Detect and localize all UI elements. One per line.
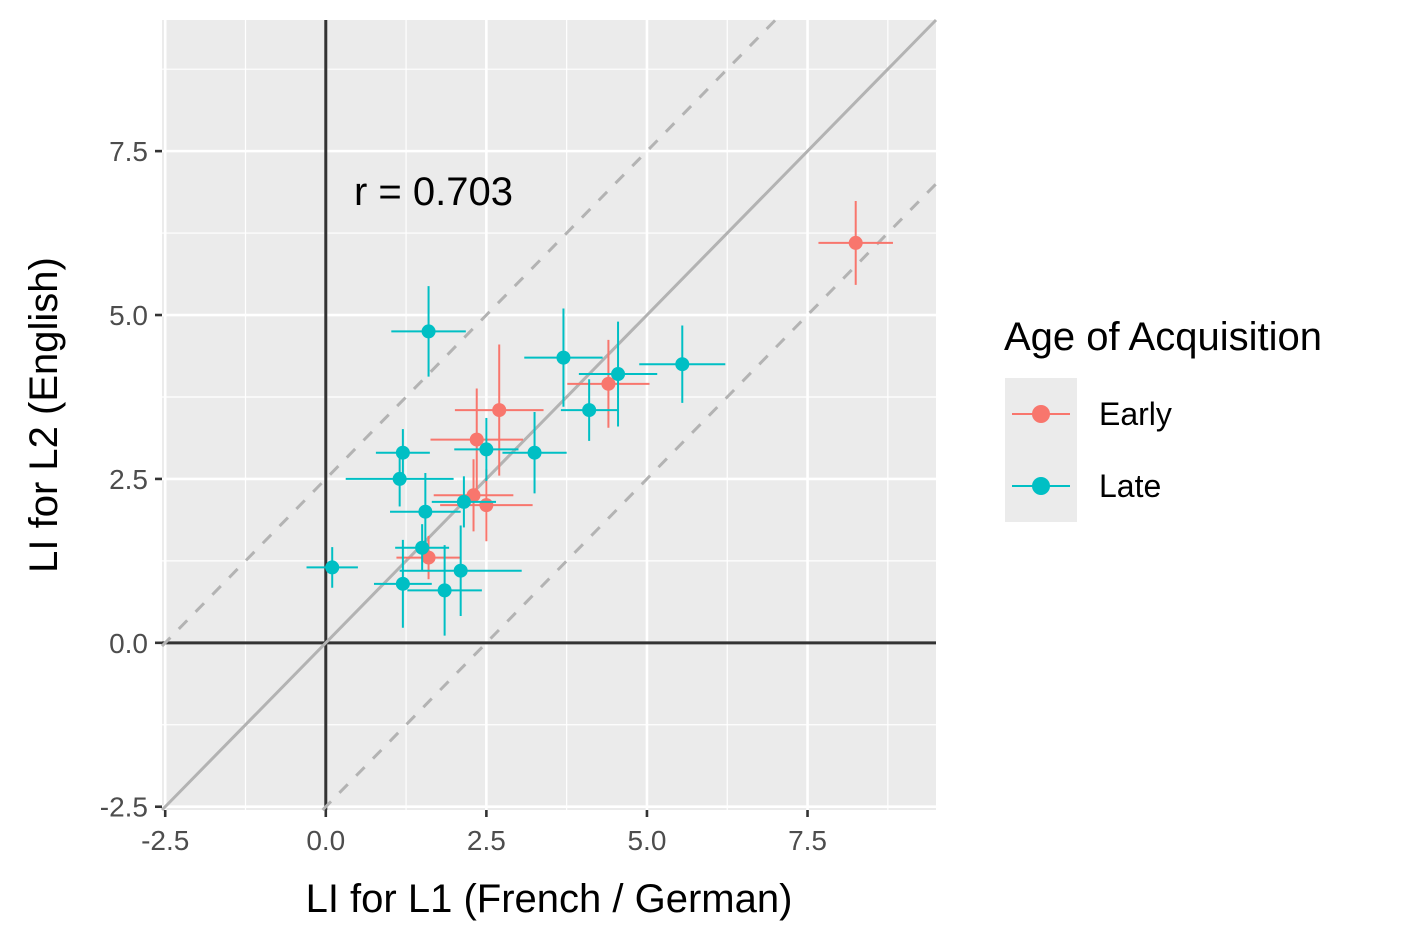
data-series xyxy=(306,200,893,636)
data-point xyxy=(492,403,507,418)
legend-key-background xyxy=(1005,378,1077,522)
identity-line xyxy=(160,18,938,812)
x-tick-label: 0.0 xyxy=(306,825,345,856)
legend-key-point xyxy=(1032,477,1050,495)
data-point xyxy=(469,432,484,447)
data-point xyxy=(415,540,430,555)
data-point xyxy=(601,376,616,391)
x-tick-label: 7.5 xyxy=(788,825,827,856)
x-tick-label: 5.0 xyxy=(627,825,666,856)
y-tick-label: -2.5 xyxy=(100,792,148,823)
data-point xyxy=(675,357,690,372)
x-tick-label: -2.5 xyxy=(141,825,189,856)
reference-lines xyxy=(160,18,938,812)
y-tick-label: 0.0 xyxy=(109,628,148,659)
y-axis-title: LI for L2 (English) xyxy=(22,257,66,573)
data-point xyxy=(395,576,410,591)
legend-title: Age of Acquisition xyxy=(1004,315,1322,359)
legend-label: Late xyxy=(1099,468,1161,504)
y-tick-label: 2.5 xyxy=(109,464,148,495)
bound-line-dashed xyxy=(160,18,777,648)
data-point xyxy=(582,403,597,418)
data-point xyxy=(611,367,626,382)
data-point xyxy=(479,498,494,513)
y-tick-label: 7.5 xyxy=(109,136,148,167)
data-point xyxy=(325,560,340,575)
legend-key-point xyxy=(1032,405,1050,423)
series-early xyxy=(396,200,893,580)
y-tick-label: 5.0 xyxy=(109,300,148,331)
legend-items: Early Late xyxy=(1012,396,1172,504)
data-point xyxy=(527,445,542,460)
legend-item-early: Early xyxy=(1012,396,1172,432)
data-point xyxy=(437,583,452,598)
series-late xyxy=(306,286,726,636)
zero-lines xyxy=(162,20,936,810)
data-point xyxy=(392,471,407,486)
x-tick-label: 2.5 xyxy=(467,825,506,856)
data-point xyxy=(456,494,471,509)
legend-item-late: Late xyxy=(1012,468,1161,504)
legend-label: Early xyxy=(1099,396,1172,432)
data-point xyxy=(418,504,433,519)
data-point xyxy=(848,235,863,250)
data-point xyxy=(421,324,436,339)
bound-line-dashed xyxy=(321,182,938,812)
data-point xyxy=(479,442,494,457)
correlation-annotation: r = 0.703 xyxy=(354,170,513,214)
x-axis-ticks: -2.5 0.0 2.5 5.0 7.5 xyxy=(141,810,827,856)
data-point xyxy=(395,445,410,460)
x-axis-title: LI for L1 (French / German) xyxy=(306,877,793,921)
data-point xyxy=(453,563,468,578)
legend: Age of Acquisition Early Late xyxy=(1004,315,1322,522)
y-axis-ticks: -2.5 0.0 2.5 5.0 7.5 xyxy=(100,136,162,823)
data-point xyxy=(556,350,571,365)
